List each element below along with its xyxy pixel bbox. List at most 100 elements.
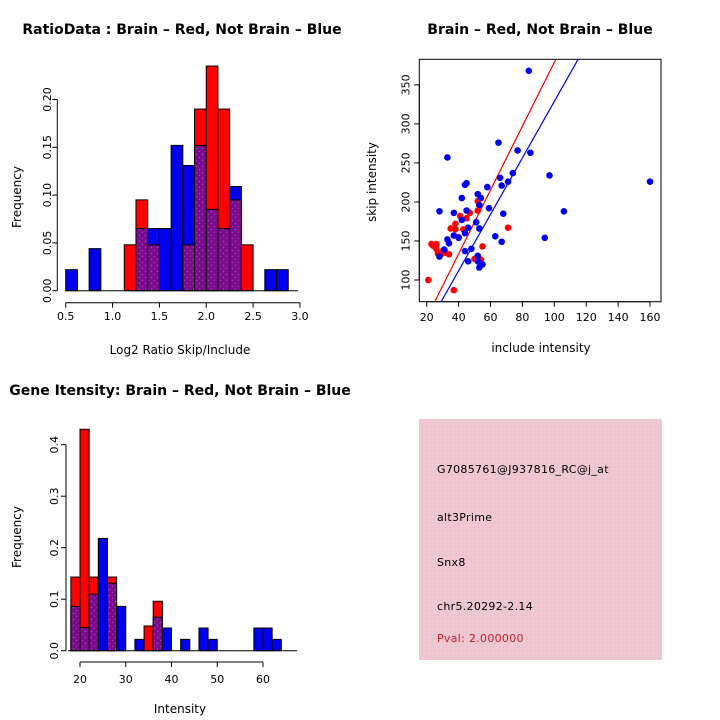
- scatter-point-blue: [491, 232, 499, 240]
- hist-bar: [240, 244, 254, 292]
- scatter-point-blue: [485, 204, 493, 212]
- x-tick-label: 3.0: [291, 310, 309, 323]
- scatter-point-red: [424, 276, 432, 284]
- scatter-point-blue: [646, 178, 654, 185]
- scatter-point-blue: [444, 154, 451, 161]
- hist-bar-overlap: [152, 616, 163, 652]
- hist-bar: [207, 638, 218, 652]
- x-tick-label: 50: [210, 673, 224, 686]
- hist-bar: [198, 627, 209, 652]
- x-tick-label: 60: [484, 311, 498, 324]
- scatter-point-red: [452, 220, 459, 228]
- x-tick-label: 1.5: [151, 310, 169, 323]
- scatter-point-red: [450, 286, 458, 294]
- x-tick-label: 30: [119, 673, 133, 686]
- y-tick-label: 200: [399, 191, 412, 212]
- scatter-point-blue: [461, 181, 469, 189]
- locus-text: chr5.20292-2.14: [437, 600, 533, 613]
- hist-bar: [170, 144, 184, 292]
- scatter-xlabel: include intensity: [491, 341, 591, 355]
- x-tick-label: 160: [640, 311, 661, 324]
- scatter-point-blue: [472, 218, 480, 226]
- hist-bar-overlap: [135, 228, 149, 292]
- scatter-point-red: [504, 224, 512, 231]
- scatter-point-blue: [498, 238, 505, 246]
- gene-hist-ylabel: Frequency: [10, 506, 24, 568]
- hist-bar: [158, 228, 172, 292]
- scatter-point-blue: [463, 207, 470, 214]
- scatter-point-blue: [445, 240, 453, 247]
- scatter-point-red: [432, 240, 440, 248]
- scatter-point-blue: [477, 194, 485, 202]
- y-tick-label: 0.4: [48, 436, 61, 454]
- ratio-hist-title: RatioData : Brain – Red, Not Brain – Blu…: [22, 22, 342, 38]
- scatter-point-blue: [440, 246, 448, 253]
- hist-bar-overlap: [217, 228, 231, 292]
- hist-bar: [97, 537, 108, 652]
- histogram-plot: 0.5 1.0 1.5 2.0 2.5 3.0 0.00 0.05 0.10 0.15 0.20: [41, 65, 309, 323]
- pval-text: Pval: 2.000000: [437, 632, 524, 645]
- hist-bar-overlap: [229, 199, 242, 292]
- hist-bar: [123, 244, 137, 292]
- scatter-point-blue: [468, 245, 475, 253]
- scatter-point-blue: [461, 247, 469, 255]
- hist-bar: [116, 605, 127, 652]
- x-tick-label: 40: [452, 311, 466, 324]
- scatter-point-blue: [474, 257, 482, 265]
- hist-bar-overlap: [70, 605, 81, 652]
- gene-hist-title: Gene Itensity: Brain – Red, Not Brain – …: [9, 383, 351, 399]
- scatter-point-red: [479, 243, 486, 250]
- ratio-hist-ylabel: Frequency: [10, 166, 24, 228]
- splice-type-text: alt3Prime: [437, 511, 493, 524]
- hist-bar: [180, 638, 191, 652]
- y-tick-label: 350: [399, 74, 412, 95]
- y-tick-label: 100: [399, 270, 412, 291]
- y-tick-label: 0.2: [48, 539, 61, 557]
- x-tick-label: 2.5: [244, 310, 262, 323]
- scatter-point-blue: [458, 194, 466, 202]
- x-tick-label: 40: [165, 673, 179, 686]
- scatter-ylabel: skip intensity: [365, 142, 379, 222]
- hist-bar-overlap: [88, 593, 99, 652]
- gene-hist-xlabel: Intensity: [153, 702, 207, 716]
- scatter-point-blue: [498, 182, 505, 189]
- hist-bar: [65, 269, 78, 292]
- hist-bar: [276, 269, 289, 292]
- scatter-point-blue: [509, 169, 517, 177]
- x-tick-label: 0.5: [57, 310, 75, 323]
- x-tick-label: 2.0: [198, 310, 216, 323]
- hist-bar: [264, 269, 278, 292]
- hist-bar: [271, 638, 282, 652]
- x-tick-label: 140: [608, 311, 629, 324]
- x-tick-label: 1.0: [104, 310, 122, 323]
- scatter-title: Brain – Red, Not Brain – Blue: [427, 22, 653, 38]
- scatter-point-red: [445, 250, 453, 258]
- scatter-point-blue: [484, 183, 491, 191]
- hist-bar: [262, 627, 273, 652]
- hist-bar: [161, 627, 173, 652]
- y-tick-label: 0.0: [48, 642, 61, 660]
- hist-bar-overlap: [194, 144, 207, 292]
- x-tick-label: 120: [576, 311, 597, 324]
- scatter-point-blue: [436, 253, 443, 260]
- x-tick-label: 20: [73, 673, 87, 686]
- scatter-point-red: [452, 225, 459, 233]
- scatter-point-blue: [546, 172, 553, 179]
- x-tick-label: 20: [420, 311, 434, 324]
- scatter-plot: 20 40 60 80 100 120 140 160 100 150 200 250 300 350: [399, 58, 662, 324]
- x-tick-label: 80: [515, 311, 529, 324]
- y-tick-label: 0.05: [41, 231, 54, 256]
- scatter-point-blue: [525, 67, 533, 75]
- scatter-point-blue: [458, 216, 466, 224]
- scatter-point-blue: [476, 201, 483, 209]
- scatter-point-blue: [476, 264, 483, 271]
- scatter-point-blue: [464, 224, 472, 231]
- fit-line-red: [434, 58, 557, 303]
- probe-id-text: G7085761@J937816_RC@j_at: [437, 463, 609, 476]
- hist-bar: [79, 428, 90, 652]
- scatter-point-blue: [450, 232, 458, 239]
- y-tick-label: 0.20: [41, 87, 54, 112]
- scatter-point-blue: [474, 252, 482, 260]
